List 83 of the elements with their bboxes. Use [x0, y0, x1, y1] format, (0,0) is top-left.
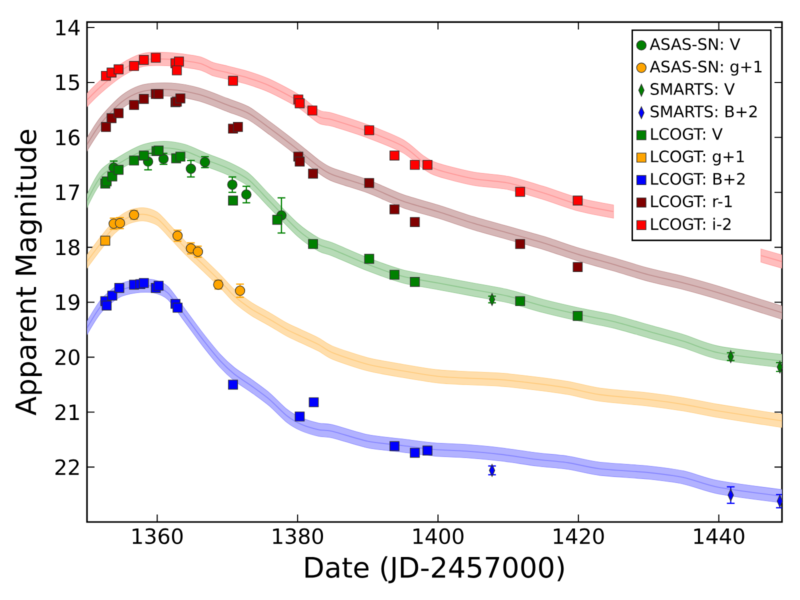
- legend-label: ASAS-SN: V: [650, 38, 740, 50]
- legend-label: LCOGT: V: [651, 128, 723, 140]
- y-tick-label: 16: [56, 129, 80, 146]
- point: [410, 217, 420, 227]
- y-tick-label: 20: [56, 349, 80, 366]
- point: [410, 276, 420, 287]
- point: [294, 98, 305, 108]
- point: [129, 61, 139, 71]
- x-tick-label: 1440: [694, 528, 744, 544]
- point: [114, 164, 124, 175]
- x-axis-title: Date (JD-2457000): [306, 556, 564, 584]
- point: [138, 94, 149, 104]
- x-tick-label: 1400: [413, 528, 464, 544]
- point: [150, 52, 161, 63]
- point: [102, 300, 112, 310]
- point: [172, 302, 182, 313]
- legend-label: SMARTS: V: [650, 83, 735, 96]
- point: [422, 446, 432, 456]
- point: [294, 412, 305, 422]
- point: [364, 178, 374, 188]
- point: [241, 189, 252, 200]
- legend-label: LCOGT: g+1: [651, 150, 744, 166]
- point: [410, 160, 420, 170]
- point: [186, 164, 196, 174]
- point: [390, 150, 400, 160]
- y-tick-label: 18: [56, 239, 80, 256]
- legend-label: LCOGT: B+2: [651, 172, 745, 185]
- point: [572, 196, 583, 206]
- x-tick-label: 1380: [273, 528, 324, 544]
- point: [234, 286, 246, 296]
- point: [308, 397, 319, 408]
- point: [390, 204, 400, 214]
- y-tick-label: 19: [56, 294, 80, 310]
- point: [422, 160, 432, 170]
- legend-label: LCOGT: r-1: [651, 195, 732, 208]
- point: [107, 290, 118, 301]
- point: [228, 196, 238, 206]
- legend-label: SMARTS: B+2: [650, 106, 757, 118]
- point: [410, 448, 420, 458]
- point: [129, 100, 139, 110]
- legend-label: LCOGT: i-2: [651, 218, 731, 230]
- legend-label: ASAS-SN: g+1: [650, 60, 762, 76]
- point: [138, 278, 149, 288]
- point: [515, 296, 526, 306]
- point: [174, 56, 184, 67]
- point: [294, 156, 305, 167]
- y-tick-label: 14: [56, 20, 80, 36]
- point: [172, 65, 182, 76]
- point: [272, 214, 282, 225]
- y-tick-label: 21: [56, 404, 79, 420]
- point: [308, 239, 318, 249]
- point: [175, 152, 186, 162]
- point: [175, 93, 186, 104]
- point: [114, 283, 124, 293]
- point: [364, 125, 374, 136]
- point: [114, 64, 124, 74]
- point: [154, 146, 164, 156]
- x-tick-label: 1360: [132, 528, 183, 544]
- point: [154, 280, 164, 291]
- point: [228, 380, 238, 390]
- point: [515, 239, 526, 249]
- y-tick-label: 22: [56, 459, 79, 475]
- point: [228, 76, 238, 86]
- y-tick-label: 15: [56, 74, 79, 90]
- point: [114, 108, 124, 118]
- point: [101, 122, 111, 132]
- point: [138, 55, 149, 65]
- y-tick-label: 17: [56, 184, 79, 200]
- point: [364, 254, 374, 264]
- point: [572, 262, 583, 272]
- point: [390, 270, 400, 280]
- point: [100, 236, 110, 246]
- point: [227, 180, 238, 190]
- x-tick-label: 1420: [554, 528, 604, 544]
- point: [572, 311, 583, 321]
- point: [515, 186, 526, 197]
- point: [129, 156, 139, 166]
- point: [307, 106, 318, 116]
- point: [233, 122, 243, 132]
- point: [154, 89, 164, 99]
- y-axis-title: Apparent Magnitude: [14, 130, 42, 416]
- point: [390, 441, 400, 452]
- point: [308, 168, 318, 179]
